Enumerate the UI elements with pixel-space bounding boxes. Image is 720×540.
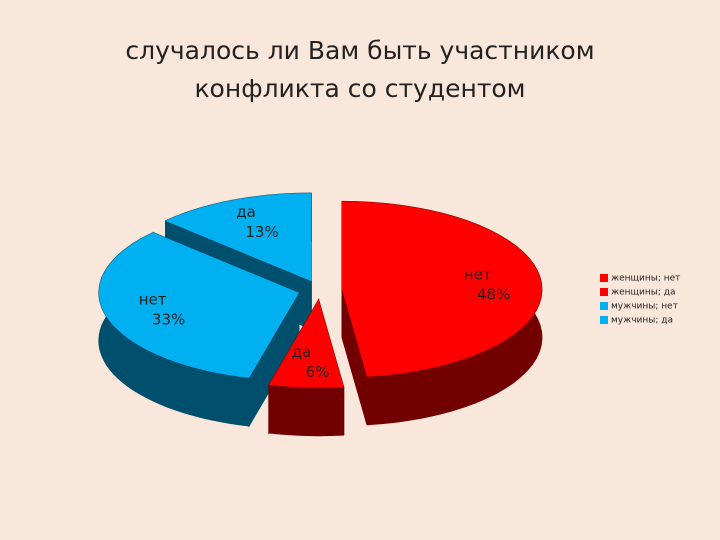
slice-pct: 48% (477, 285, 510, 303)
legend-swatch (600, 316, 608, 324)
legend-label: женщины; нет (611, 274, 680, 284)
slice-name: нет (464, 265, 492, 283)
slice (165, 193, 312, 282)
legend-swatch (600, 288, 608, 296)
slice-side (268, 384, 345, 437)
legend-label: мужчины; нет (611, 302, 678, 312)
slice-pct: 6% (306, 363, 330, 381)
legend-label: женщины; да (611, 288, 675, 298)
slice (342, 201, 542, 377)
slice (268, 299, 344, 388)
slice-name: да (236, 203, 256, 221)
legend-swatch (600, 302, 608, 310)
slice (98, 232, 299, 378)
slice-name: нет (139, 290, 167, 308)
legend-label: мужчины; да (611, 316, 673, 326)
chart-title: случалось ли Вам быть участником конфлик… (125, 36, 595, 103)
slice-name: да (292, 343, 312, 361)
legend-swatch (600, 274, 608, 282)
slice-pct: 33% (152, 310, 185, 328)
slice-pct: 13% (245, 223, 278, 241)
